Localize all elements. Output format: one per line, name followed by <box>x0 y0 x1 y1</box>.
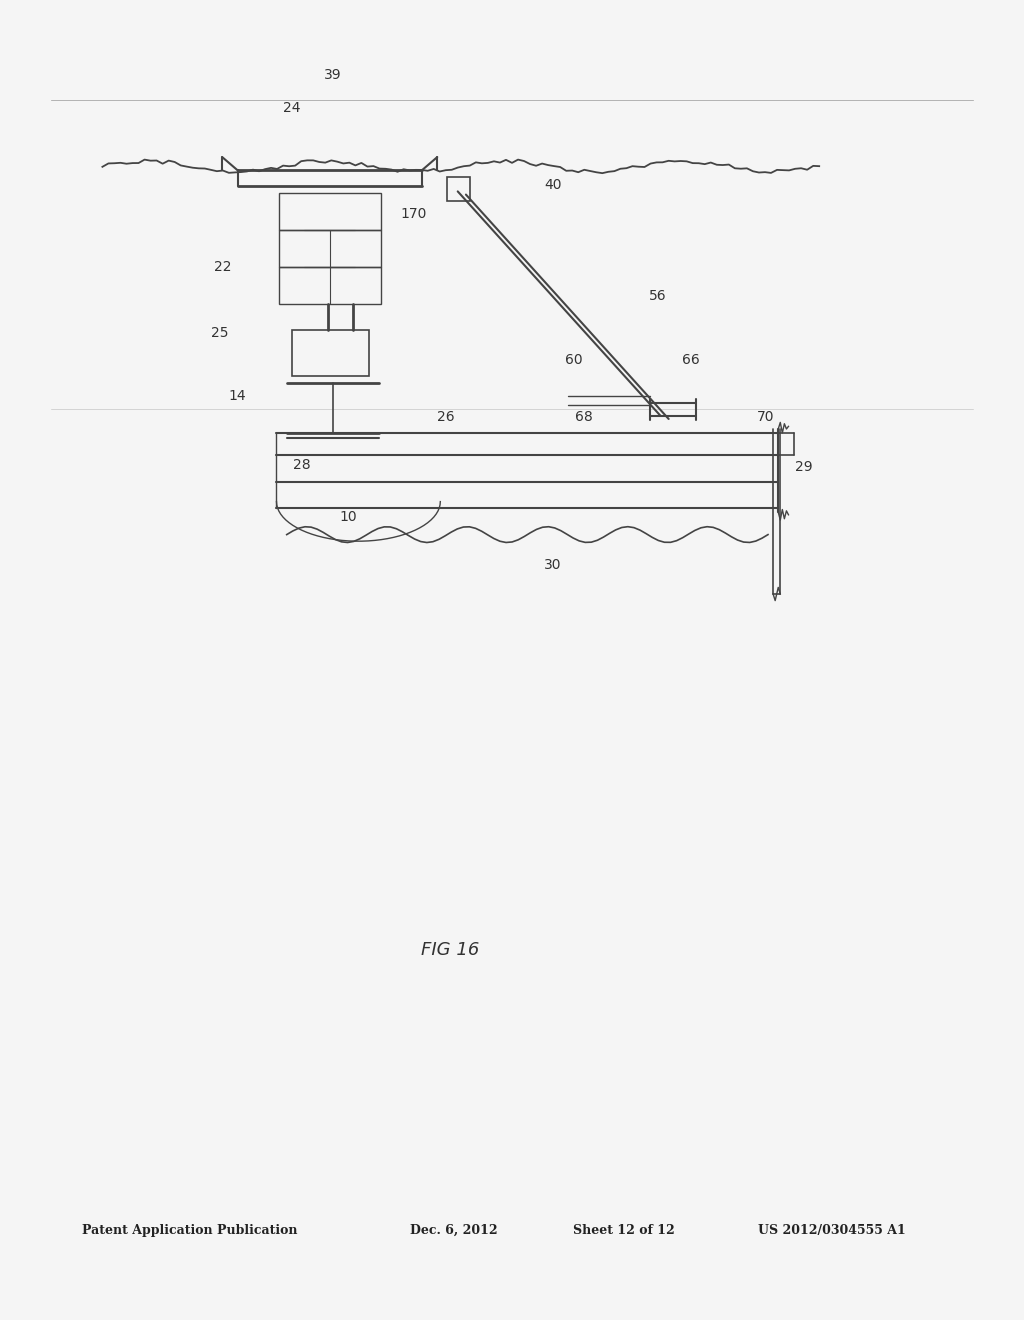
Text: US 2012/0304555 A1: US 2012/0304555 A1 <box>758 1224 905 1237</box>
Text: 70: 70 <box>757 411 775 424</box>
Text: 60: 60 <box>564 354 583 367</box>
Text: Patent Application Publication: Patent Application Publication <box>82 1224 297 1237</box>
Text: 39: 39 <box>324 69 342 82</box>
Text: 26: 26 <box>436 411 455 424</box>
Text: 56: 56 <box>648 289 667 302</box>
Text: FIG 16: FIG 16 <box>421 941 480 960</box>
Text: 10: 10 <box>339 511 357 524</box>
Text: 29: 29 <box>795 461 813 474</box>
Text: 40: 40 <box>544 178 562 191</box>
Text: 24: 24 <box>283 102 301 115</box>
Text: Dec. 6, 2012: Dec. 6, 2012 <box>410 1224 498 1237</box>
Text: 68: 68 <box>574 411 593 424</box>
Text: 28: 28 <box>293 458 311 471</box>
Text: 14: 14 <box>228 389 247 403</box>
Text: 170: 170 <box>400 207 427 220</box>
Text: 25: 25 <box>211 326 229 339</box>
Text: 66: 66 <box>682 354 700 367</box>
Text: 22: 22 <box>214 260 232 273</box>
Text: Sheet 12 of 12: Sheet 12 of 12 <box>573 1224 675 1237</box>
Text: 30: 30 <box>544 558 562 572</box>
